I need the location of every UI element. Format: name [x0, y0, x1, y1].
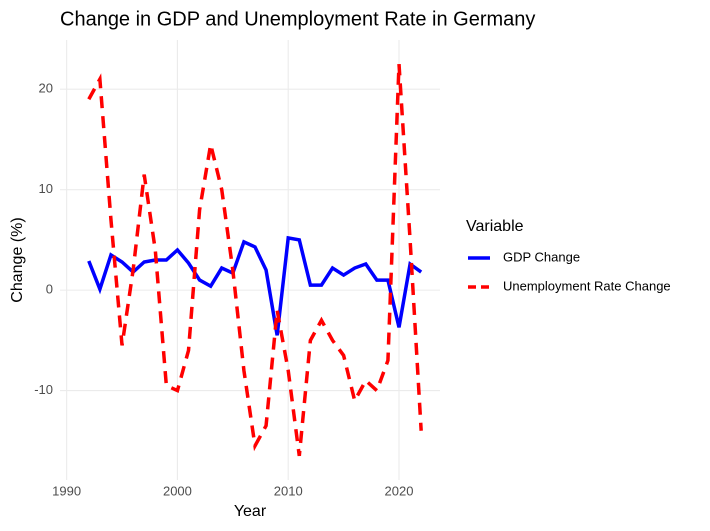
- legend-label: Unemployment Rate Change: [503, 278, 671, 293]
- x-tick-label: 2000: [163, 483, 192, 498]
- chart-title: Change in GDP and Unemployment Rate in G…: [60, 8, 535, 30]
- data-line: [87, 63, 423, 457]
- y-tick-label: -10: [34, 382, 53, 397]
- y-tick-label: 10: [39, 181, 53, 196]
- x-tick-label: 2020: [385, 483, 414, 498]
- x-axis-label: Year: [234, 503, 267, 520]
- data-line: [87, 235, 423, 336]
- y-tick-label: 0: [46, 282, 53, 297]
- y-axis-label: Change (%): [9, 217, 26, 302]
- x-tick-label: 1990: [52, 483, 81, 498]
- legend-title: Variable: [466, 218, 524, 235]
- y-tick-label: 20: [39, 81, 53, 96]
- legend-label: GDP Change: [503, 249, 580, 264]
- x-tick-label: 2010: [274, 483, 303, 498]
